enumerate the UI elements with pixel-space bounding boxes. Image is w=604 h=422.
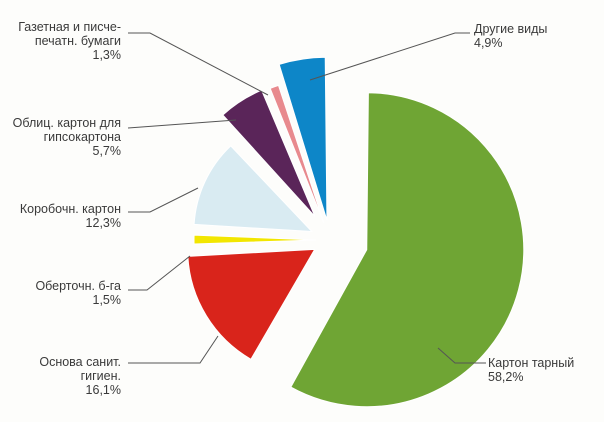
label-korobochn-karton: Коробочн. картон 12,3% <box>19 202 121 230</box>
label-oblic-karton: Облиц. картон для гипсокартона 5,7% <box>12 116 121 158</box>
leader-oblic-karton <box>127 119 237 129</box>
leader-gazetnaya <box>128 32 269 96</box>
slice-osnova-sanit <box>187 248 316 360</box>
slice-obertochn <box>193 234 317 245</box>
leader-osnova-sanit <box>128 335 219 364</box>
slice-gazetnaya <box>269 84 325 224</box>
label-gazetnaya: Газетная и писче- печатн. бумаги 1,3% <box>18 20 121 62</box>
label-karton-tarny: Картон тарный 58,2% <box>488 356 575 384</box>
leader-korobochn-karton <box>128 187 199 213</box>
label-osnova-sanit: Основа санит. гигиен. 16,1% <box>39 355 121 397</box>
label-drugie-vidy: Другие виды 4,9% <box>474 22 548 50</box>
slice-korobochn-karton <box>193 145 314 233</box>
slice-drugie-vidy <box>278 56 328 221</box>
slice-oblic-karton <box>222 89 316 217</box>
slice-karton-tarny <box>290 92 525 408</box>
label-obertochn: Оберточн. б-га 1,5% <box>35 279 121 307</box>
leader-obertochn <box>128 255 191 291</box>
leader-karton-tarny <box>437 347 486 364</box>
leader-drugie-vidy <box>309 32 470 81</box>
